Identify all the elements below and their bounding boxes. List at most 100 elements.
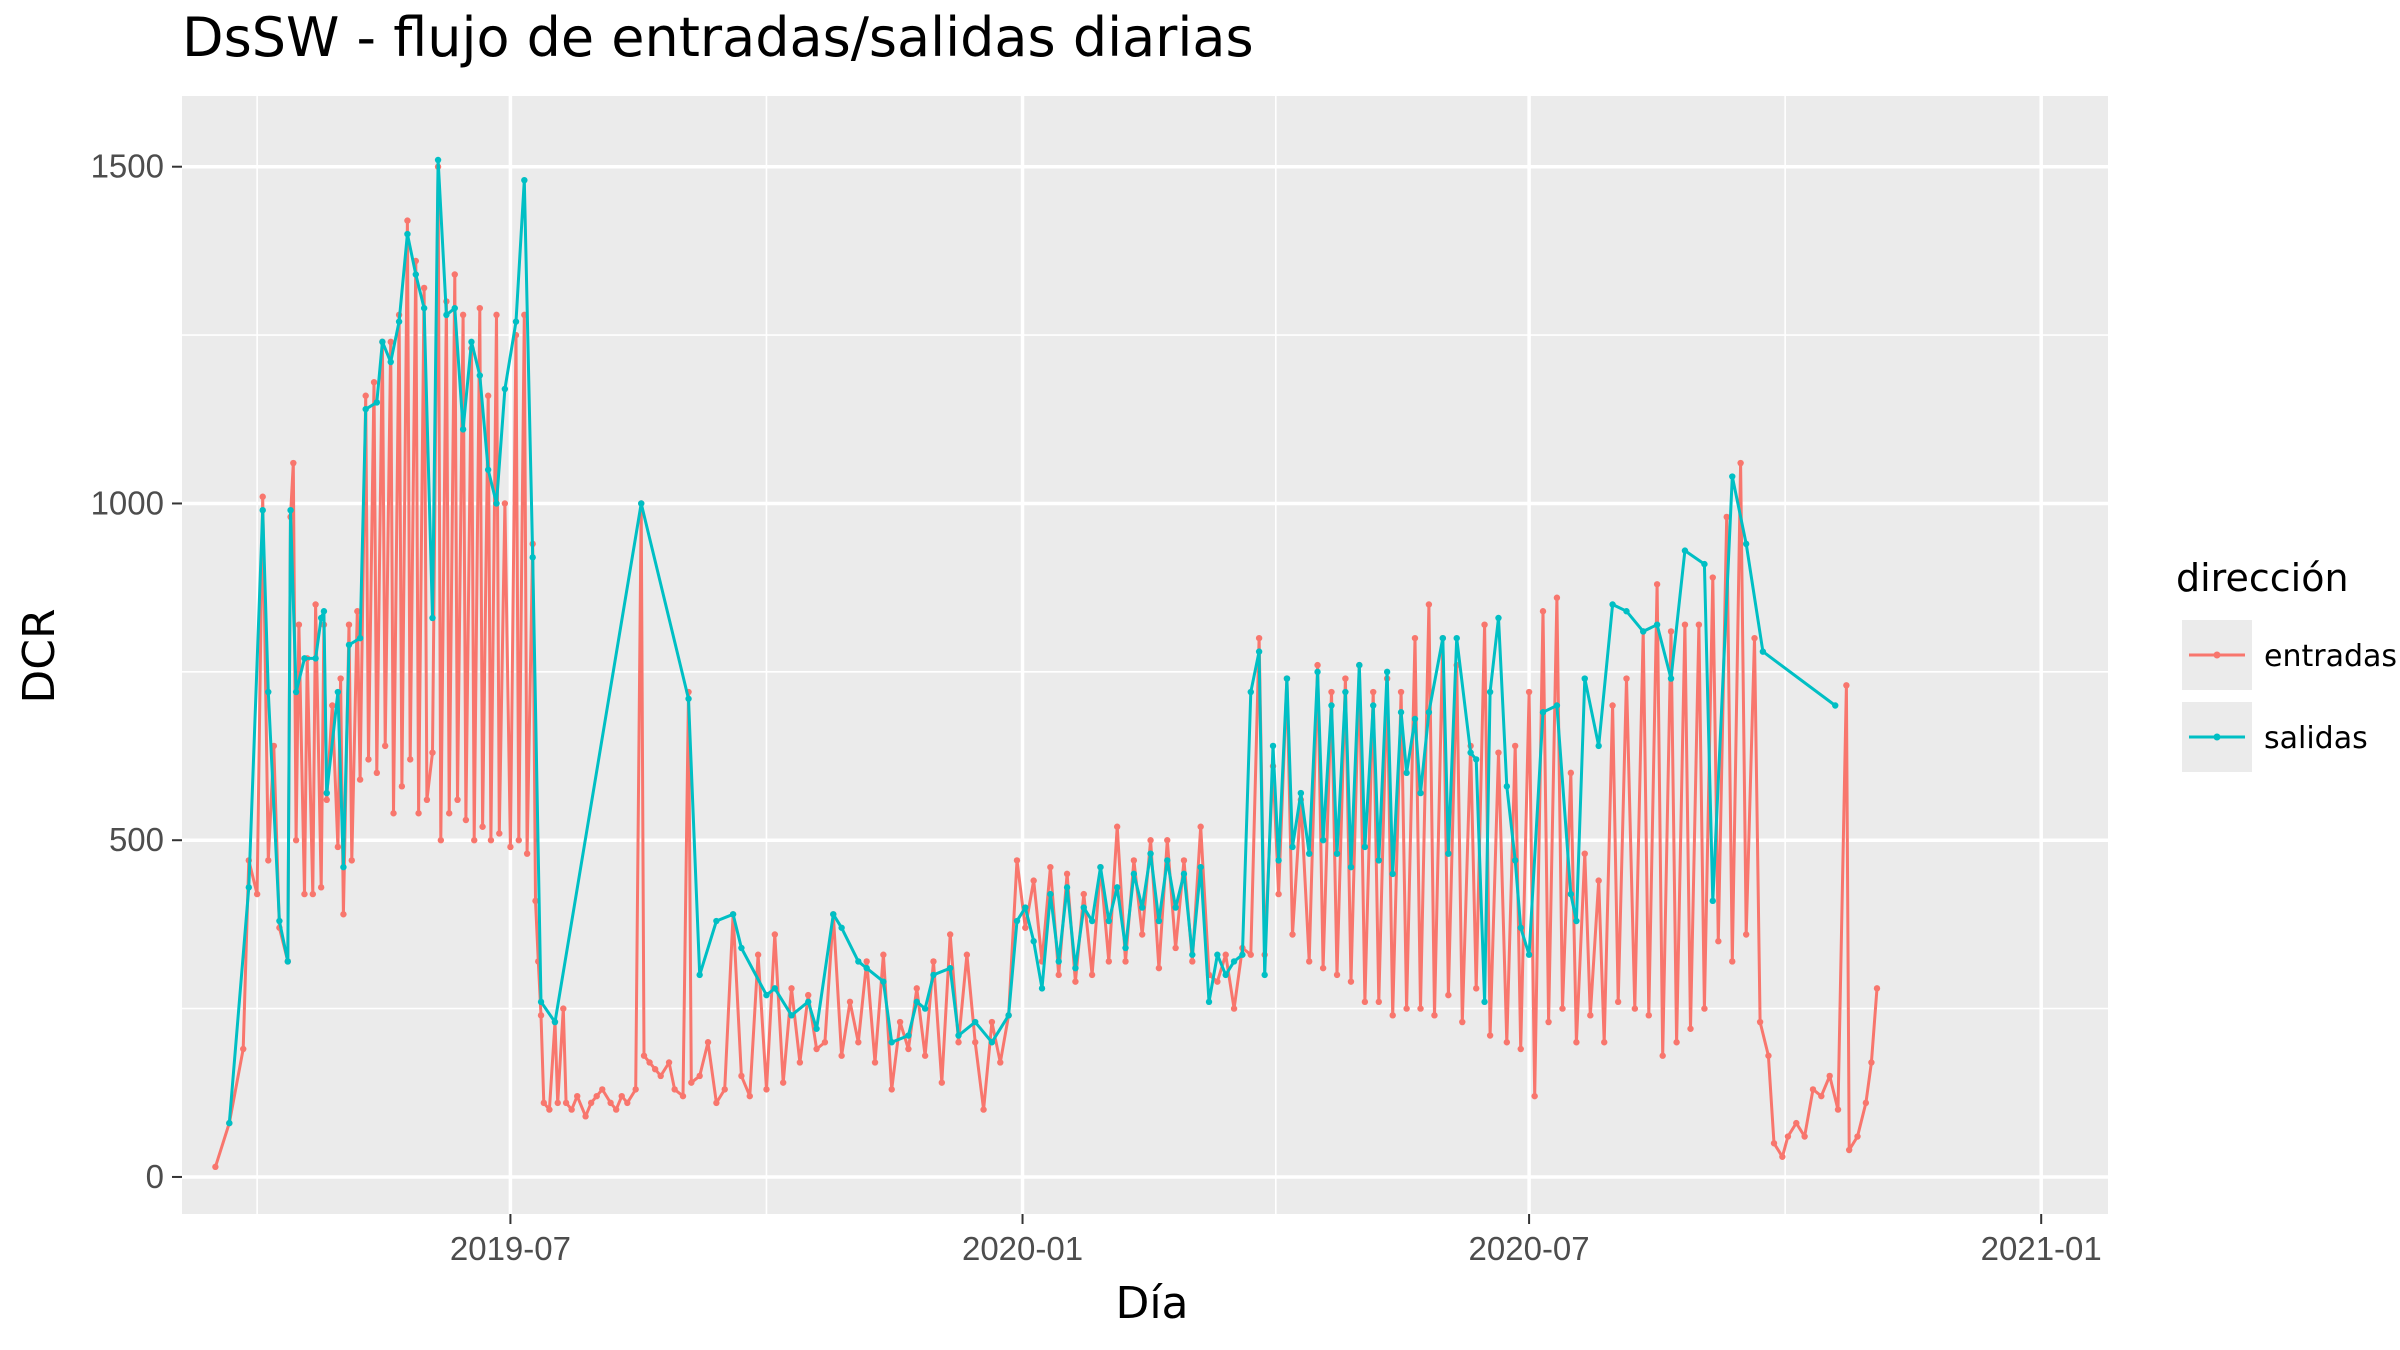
data-point-salidas bbox=[1155, 917, 1163, 925]
data-point-salidas bbox=[1319, 837, 1327, 844]
data-point-salidas bbox=[1681, 547, 1689, 554]
data-point-entradas bbox=[484, 392, 492, 399]
data-point-entradas bbox=[1809, 1086, 1817, 1093]
data-point-salidas bbox=[420, 304, 428, 312]
data-point-salidas bbox=[320, 608, 328, 615]
data-point-entradas bbox=[407, 756, 414, 763]
data-point-entradas bbox=[423, 796, 431, 804]
data-point-entradas bbox=[1164, 837, 1171, 844]
data-point-entradas bbox=[479, 823, 486, 830]
data-point-salidas bbox=[1122, 944, 1129, 952]
x-axis-title: Día bbox=[1115, 1278, 1188, 1329]
data-point-salidas bbox=[1197, 863, 1204, 871]
data-point-entradas bbox=[354, 608, 361, 615]
data-point-entradas bbox=[554, 1099, 561, 1107]
data-point-entradas bbox=[546, 1106, 553, 1113]
data-point-salidas bbox=[771, 985, 779, 992]
data-point-entradas bbox=[1567, 769, 1575, 777]
data-point-entradas bbox=[746, 1092, 753, 1100]
legend-title: dirección bbox=[2176, 556, 2349, 600]
data-point-entradas bbox=[1030, 877, 1037, 884]
data-point-entradas bbox=[1854, 1133, 1861, 1140]
data-point-entradas bbox=[476, 304, 484, 312]
data-point-entradas bbox=[1845, 1146, 1853, 1154]
data-point-entradas bbox=[763, 1086, 770, 1093]
data-point-entradas bbox=[1445, 991, 1452, 999]
data-point-entradas bbox=[1389, 1012, 1396, 1019]
data-point-entradas bbox=[1342, 675, 1349, 682]
data-point-entradas bbox=[259, 493, 266, 500]
data-point-entradas bbox=[515, 837, 522, 844]
data-point-salidas bbox=[921, 1005, 929, 1012]
data-point-salidas bbox=[955, 1032, 962, 1039]
data-point-entradas bbox=[1631, 1005, 1639, 1012]
data-point-entradas bbox=[921, 1052, 929, 1059]
data-point-salidas bbox=[1439, 634, 1447, 642]
data-point-entradas bbox=[462, 816, 470, 824]
data-point-entradas bbox=[415, 810, 422, 817]
data-point-salidas bbox=[1473, 756, 1480, 763]
x-tick-label: 2021-01 bbox=[1981, 1230, 2102, 1267]
data-point-entradas bbox=[540, 1099, 548, 1107]
data-point-entradas bbox=[1751, 634, 1758, 642]
data-point-salidas bbox=[379, 338, 386, 346]
data-point-entradas bbox=[253, 890, 261, 898]
data-point-entradas bbox=[1609, 702, 1616, 709]
data-point-entradas bbox=[738, 1072, 745, 1080]
data-point-entradas bbox=[1793, 1119, 1800, 1127]
legend-label-salidas: salidas bbox=[2264, 721, 2368, 756]
data-point-entradas bbox=[963, 951, 971, 958]
data-point-salidas bbox=[838, 924, 845, 931]
data-point-entradas bbox=[451, 271, 458, 278]
data-point-entradas bbox=[1486, 1032, 1494, 1039]
data-point-entradas bbox=[1659, 1052, 1666, 1059]
data-point-salidas bbox=[1097, 863, 1104, 871]
data-point-salidas bbox=[813, 1025, 820, 1032]
data-point-entradas bbox=[1417, 1005, 1424, 1012]
data-point-salidas bbox=[1005, 1012, 1012, 1019]
data-point-entradas bbox=[1645, 1012, 1652, 1019]
data-point-salidas bbox=[1573, 917, 1580, 925]
data-point-entradas bbox=[334, 843, 342, 851]
series-salidas bbox=[226, 156, 1839, 1127]
data-point-entradas bbox=[437, 837, 445, 844]
data-point-salidas bbox=[1022, 904, 1029, 911]
data-point-salidas bbox=[412, 271, 419, 278]
data-point-salidas bbox=[685, 695, 692, 702]
y-tick-label: 0 bbox=[146, 1158, 164, 1195]
data-point-entradas bbox=[1737, 459, 1744, 467]
data-point-entradas bbox=[1013, 857, 1021, 864]
data-point-salidas bbox=[1361, 843, 1369, 851]
data-point-salidas bbox=[1230, 958, 1238, 965]
data-point-salidas bbox=[493, 500, 500, 507]
data-point-entradas bbox=[537, 1012, 545, 1019]
data-point-salidas bbox=[521, 176, 528, 184]
data-point-entradas bbox=[370, 379, 378, 386]
data-point-entradas bbox=[930, 958, 937, 965]
data-point-entradas bbox=[1397, 688, 1405, 696]
data-point-salidas bbox=[972, 1018, 979, 1026]
data-point-entradas bbox=[1113, 823, 1121, 830]
data-point-salidas bbox=[1403, 769, 1410, 777]
data-point-salidas bbox=[1486, 688, 1494, 696]
data-point-entradas bbox=[1687, 1025, 1694, 1032]
data-point-salidas bbox=[1314, 668, 1321, 676]
y-axis: 0 500 1000 1500 bbox=[91, 148, 182, 1195]
data-point-entradas bbox=[1614, 998, 1622, 1006]
data-point-entradas bbox=[1834, 1106, 1842, 1113]
data-point-entradas bbox=[1729, 958, 1736, 965]
data-point-salidas bbox=[1742, 540, 1750, 548]
data-point-salidas bbox=[1080, 904, 1087, 911]
data-point-entradas bbox=[1088, 971, 1096, 979]
data-point-salidas bbox=[334, 688, 342, 696]
data-point-salidas bbox=[913, 998, 920, 1006]
data-point-entradas bbox=[696, 1072, 703, 1080]
data-point-salidas bbox=[1701, 560, 1708, 568]
data-point-salidas bbox=[1347, 863, 1355, 871]
data-point-entradas bbox=[1197, 823, 1204, 830]
data-point-entradas bbox=[657, 1072, 664, 1080]
data-point-entradas bbox=[1495, 749, 1502, 756]
data-point-entradas bbox=[345, 621, 353, 628]
data-point-entradas bbox=[568, 1106, 575, 1113]
